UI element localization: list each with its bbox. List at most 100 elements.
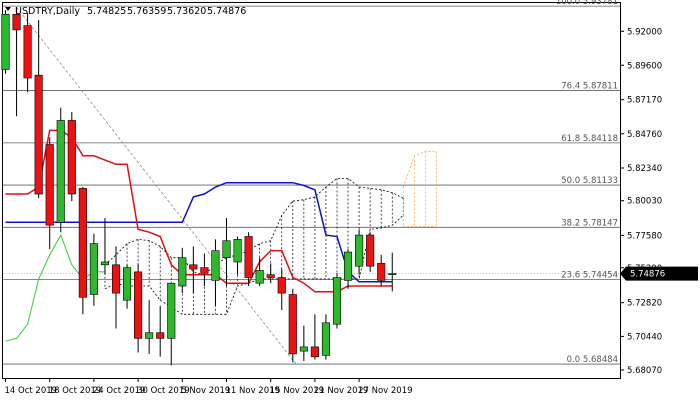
y-tick-label: 5.87170 — [627, 96, 662, 106]
y-tick-label: 5.68070 — [627, 366, 662, 376]
fibonacci-levels — [3, 5, 620, 365]
candle-body — [12, 14, 21, 31]
bull-candle — [1, 10, 10, 74]
candle-body — [167, 282, 176, 339]
candle-body — [134, 271, 143, 339]
bear-candle — [111, 246, 121, 329]
bull-candle — [355, 229, 364, 275]
candle-body — [123, 267, 132, 301]
x-tick-label: 27 Nov 2019 — [358, 386, 412, 396]
fib-level-label: 0.0 5.68484 — [567, 355, 618, 365]
x-tick-label: 18 Oct 2019 — [49, 386, 102, 396]
bear-candle — [189, 246, 198, 294]
y-tick-label: 5.92000 — [627, 27, 662, 37]
candle-body — [78, 188, 87, 298]
bear-candle — [310, 314, 319, 360]
open-value: 5.74825 — [87, 6, 126, 17]
bull-candle — [123, 264, 132, 309]
trend-line — [16, 7, 297, 365]
candle-body — [100, 261, 109, 266]
bull-candle — [388, 252, 397, 292]
fib-level-label: 38.2 5.78147 — [561, 218, 618, 228]
candle-body — [277, 277, 286, 294]
y-tick-label: 5.84760 — [627, 130, 662, 140]
bear-candle — [266, 263, 275, 284]
x-tick-label: 21 Nov 2019 — [314, 386, 368, 396]
bull-candle — [178, 247, 187, 294]
bull-candle — [255, 257, 264, 287]
candle-body — [156, 332, 165, 339]
bull-candle — [233, 236, 242, 275]
candle-body — [244, 236, 253, 278]
candle-body — [111, 264, 121, 294]
candle-body — [366, 234, 375, 267]
x-tick-label: 11 Nov 2019 — [226, 386, 280, 396]
plot-frame — [2, 2, 621, 379]
candle-body — [288, 294, 297, 355]
symbol-label: USDTRY,Daily — [15, 6, 80, 17]
bull-candle — [89, 233, 98, 306]
price-tag-background — [620, 266, 698, 281]
low-value: 5.73620 — [167, 6, 206, 17]
collapse-triangle-icon[interactable] — [5, 7, 11, 11]
candle-body — [377, 263, 386, 281]
bear-candle — [156, 305, 165, 357]
bear-candle — [12, 7, 21, 117]
bear-candle — [288, 288, 297, 363]
bull-candle — [211, 239, 220, 306]
bull-candle — [56, 107, 65, 233]
fib-level-label: 100.0 5.93781 — [556, 0, 618, 7]
candle-body — [332, 277, 342, 325]
fib-level-label: 76.4 5.87811 — [561, 82, 618, 92]
candle-body — [266, 274, 275, 278]
candle-body — [89, 243, 98, 295]
bear-candle — [23, 12, 32, 93]
bear-candle — [244, 232, 253, 287]
close-value: 5.74876 — [207, 6, 246, 17]
candle-body — [211, 250, 220, 281]
bull-candle — [321, 314, 331, 360]
candle-body — [178, 257, 187, 287]
chart-title: USDTRY,Daily 5.74825 5.76359 5.73620 5.7… — [5, 6, 246, 17]
candle-body — [321, 322, 331, 356]
bull-candle — [332, 273, 342, 329]
cloud-upper-span — [104, 178, 404, 276]
current-price-tag: 5.74876 — [620, 266, 698, 281]
y-tick-label: 5.70440 — [627, 332, 662, 342]
y-tick-label: 5.89600 — [627, 61, 662, 71]
bull-candle — [145, 300, 154, 354]
candle-body — [189, 264, 198, 270]
bear-candle — [134, 263, 143, 353]
bear-candle — [45, 137, 54, 250]
x-tick-label: 5 Nov 2019 — [181, 386, 230, 396]
candle-body — [45, 144, 54, 226]
ichimoku-cloud — [104, 151, 437, 315]
fib-trend-line — [16, 7, 297, 365]
y-tick-label: 5.80030 — [627, 197, 662, 207]
fibonacci-labels: 100.0 5.93781 76.4 5.87811 61.8 5.84118 50.… — [556, 0, 618, 365]
candle-body — [310, 346, 319, 358]
bear-candle — [366, 232, 375, 272]
fib-level-label: 50.0 5.81133 — [561, 176, 618, 186]
candle-body — [222, 240, 231, 259]
candle-body — [200, 267, 209, 274]
bear-candle — [277, 269, 286, 311]
bull-candle — [299, 325, 308, 362]
candle-body — [343, 251, 353, 281]
current-price-label: 5.74876 — [630, 270, 665, 280]
x-tick-label: 24 Oct 2019 — [93, 386, 146, 396]
y-tick-label: 5.82340 — [627, 164, 662, 174]
bear-candle — [34, 19, 43, 199]
bull-candle — [222, 218, 231, 287]
bear-candle — [78, 186, 87, 315]
candle-body — [23, 25, 32, 79]
candle-body — [299, 346, 308, 352]
y-tick-label: 5.77580 — [627, 231, 662, 241]
candle-body — [1, 14, 10, 70]
high-value: 5.76359 — [127, 6, 166, 17]
bull-candle — [343, 249, 353, 289]
candle-body — [145, 332, 154, 339]
